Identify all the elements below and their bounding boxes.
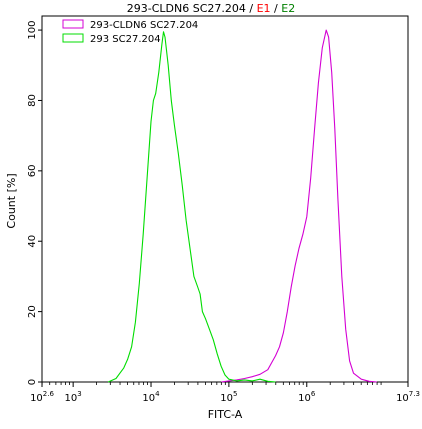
- series-layer: [107, 29, 377, 383]
- y-tick-label-4: 80: [27, 94, 38, 107]
- x-axis-label: FITC-A: [208, 408, 243, 421]
- title-gate-e2: E2: [281, 2, 296, 15]
- legend-swatch-1: [62, 19, 84, 29]
- axes: 0 20 40 60 80 100 102.6 103 104 105 106 107.3: [27, 21, 420, 404]
- series-line-1: [221, 29, 377, 383]
- plot-frame: [41, 15, 409, 383]
- y-axis-label: Count [%]: [5, 173, 18, 228]
- legend-label-2: 293 SC27.204: [90, 34, 161, 45]
- x-tick-label-5: 107.3: [396, 390, 420, 404]
- legend-label-1: 293-CLDN6 SC27.204: [90, 20, 198, 31]
- title-separator-1: /: [245, 2, 257, 15]
- legend: 293-CLDN6 SC27.204 293 SC27.204: [62, 19, 198, 45]
- x-tick-label-0: 102.6: [30, 390, 54, 404]
- series-line-2: [107, 31, 276, 383]
- x-tick-label-2: 104: [142, 390, 160, 404]
- chart-title: 293-CLDN6 SC27.204 / E1 / E2: [0, 2, 422, 15]
- title-separator-2: /: [270, 2, 282, 15]
- legend-swatch-2: [62, 33, 84, 43]
- title-sample: 293-CLDN6 SC27.204: [126, 2, 246, 15]
- title-gate-e1: E1: [256, 2, 271, 15]
- y-tick-label-2: 40: [27, 235, 38, 248]
- x-tick-label-3: 105: [220, 390, 237, 404]
- x-tick-label-1: 103: [65, 390, 82, 404]
- y-tick-label-5: 100: [27, 21, 38, 40]
- plot-area: [41, 15, 409, 383]
- x-tick-label-4: 106: [298, 390, 316, 404]
- y-tick-label-3: 60: [27, 164, 38, 177]
- y-tick-label-0: 0: [27, 379, 38, 385]
- y-tick-label-1: 20: [27, 305, 38, 318]
